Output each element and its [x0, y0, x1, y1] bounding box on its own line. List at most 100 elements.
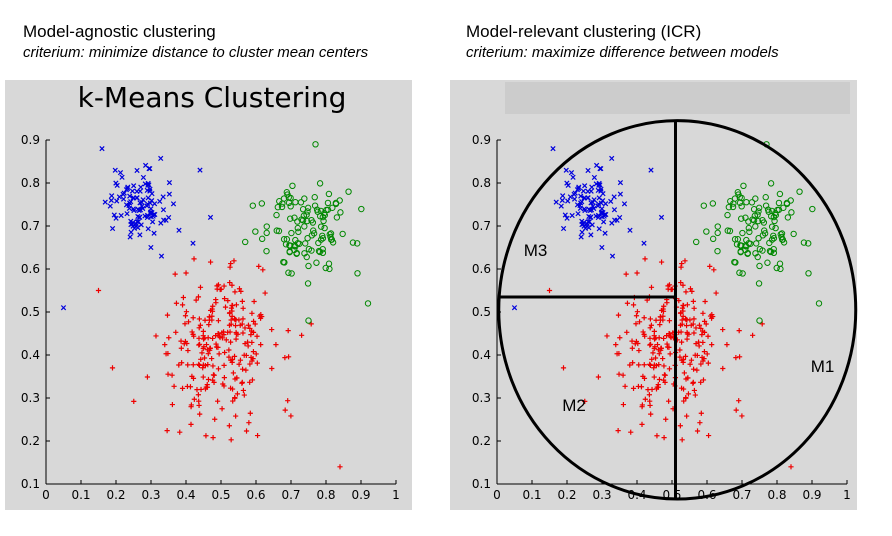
point-blue-x [563, 167, 569, 173]
point-blue-x [116, 194, 123, 200]
point-blue-x [117, 170, 124, 176]
point-green-circle [276, 198, 283, 205]
point-red-plus [647, 341, 654, 347]
point-blue-x [609, 253, 616, 259]
point-blue-x [621, 201, 628, 207]
point-blue-x [160, 194, 166, 200]
point-blue-x [612, 217, 618, 223]
point-red-plus [200, 328, 206, 334]
point-green-circle [294, 224, 302, 232]
point-red-plus [736, 328, 742, 334]
point-red-plus [664, 300, 670, 306]
point-red-plus [231, 316, 238, 322]
point-red-plus [702, 298, 708, 305]
point-red-plus [660, 317, 666, 323]
point-red-plus [654, 433, 660, 439]
point-red-plus [667, 333, 673, 339]
point-red-plus [230, 398, 236, 404]
point-red-plus [185, 362, 191, 368]
point-red-plus [662, 372, 668, 378]
point-red-plus [705, 360, 711, 366]
point-red-plus [248, 332, 254, 338]
point-green-circle [303, 253, 310, 261]
point-blue-x [134, 219, 140, 225]
point-green-circle [751, 212, 759, 219]
region-label-m3: M3 [524, 241, 548, 260]
point-blue-x [151, 230, 157, 236]
point-red-plus [185, 319, 192, 325]
point-green-circle [280, 236, 288, 243]
point-red-plus [164, 428, 170, 434]
point-red-plus [213, 300, 219, 306]
point-blue-x [565, 182, 571, 188]
point-red-plus [207, 347, 213, 353]
point-red-plus [227, 264, 233, 270]
point-red-plus [233, 413, 239, 419]
x-tick-label: 0.4 [176, 488, 195, 502]
point-blue-x [596, 195, 602, 201]
point-red-plus [701, 349, 708, 355]
region-label-m2: M2 [562, 396, 586, 415]
point-red-plus [630, 360, 636, 366]
point-red-plus [690, 321, 696, 327]
point-red-plus [680, 302, 686, 308]
point-blue-x [578, 234, 584, 240]
point-red-plus [648, 411, 654, 417]
point-blue-x [147, 188, 153, 194]
point-red-plus [680, 386, 687, 392]
point-red-plus [694, 428, 701, 434]
point-green-circle [325, 190, 333, 198]
point-green-circle [770, 245, 777, 253]
point-red-plus [196, 361, 202, 367]
point-blue-x [145, 180, 151, 186]
point-red-plus [647, 316, 654, 322]
point-red-plus [707, 263, 713, 269]
point-blue-x [580, 188, 587, 194]
point-red-plus [253, 351, 259, 357]
point-red-plus [205, 351, 211, 357]
point-red-plus [206, 314, 212, 320]
point-green-circle [754, 217, 762, 225]
point-green-circle [752, 195, 759, 202]
y-tick-label: 0.5 [472, 305, 491, 319]
point-red-plus [228, 437, 234, 443]
point-red-plus [654, 341, 661, 348]
point-blue-x [581, 219, 587, 226]
point-red-plus [666, 398, 672, 404]
point-red-plus [641, 362, 647, 368]
point-red-plus [177, 429, 183, 435]
point-red-plus [651, 374, 657, 380]
point-red-plus [633, 321, 639, 327]
point-green-circle [349, 239, 357, 246]
point-red-plus [205, 335, 211, 341]
point-red-plus [646, 392, 652, 398]
point-green-circle [771, 217, 778, 225]
right-plot-background [450, 80, 857, 510]
point-red-plus [190, 362, 196, 368]
point-red-plus [179, 385, 186, 391]
point-red-plus [196, 402, 202, 409]
point-green-circle [319, 249, 327, 257]
point-green-circle [275, 227, 283, 235]
point-green-circle [737, 242, 745, 250]
point-red-plus [679, 339, 685, 345]
point-blue-x [134, 167, 140, 174]
point-green-circle [285, 199, 293, 207]
point-blue-x [166, 214, 172, 221]
point-green-circle [310, 227, 317, 234]
point-green-circle [714, 247, 721, 255]
point-green-circle [736, 269, 743, 276]
point-blue-x [114, 198, 120, 204]
point-red-plus [687, 361, 693, 367]
point-red-plus [703, 321, 709, 327]
point-red-plus [691, 305, 697, 311]
point-red-plus [616, 371, 622, 377]
point-red-plus [225, 298, 231, 304]
point-red-plus [232, 323, 239, 329]
point-red-plus [236, 286, 243, 292]
point-green-circle [724, 227, 731, 234]
point-blue-x [123, 187, 130, 193]
point-red-plus [254, 333, 260, 339]
point-red-plus [197, 284, 204, 290]
point-red-plus [661, 363, 667, 369]
